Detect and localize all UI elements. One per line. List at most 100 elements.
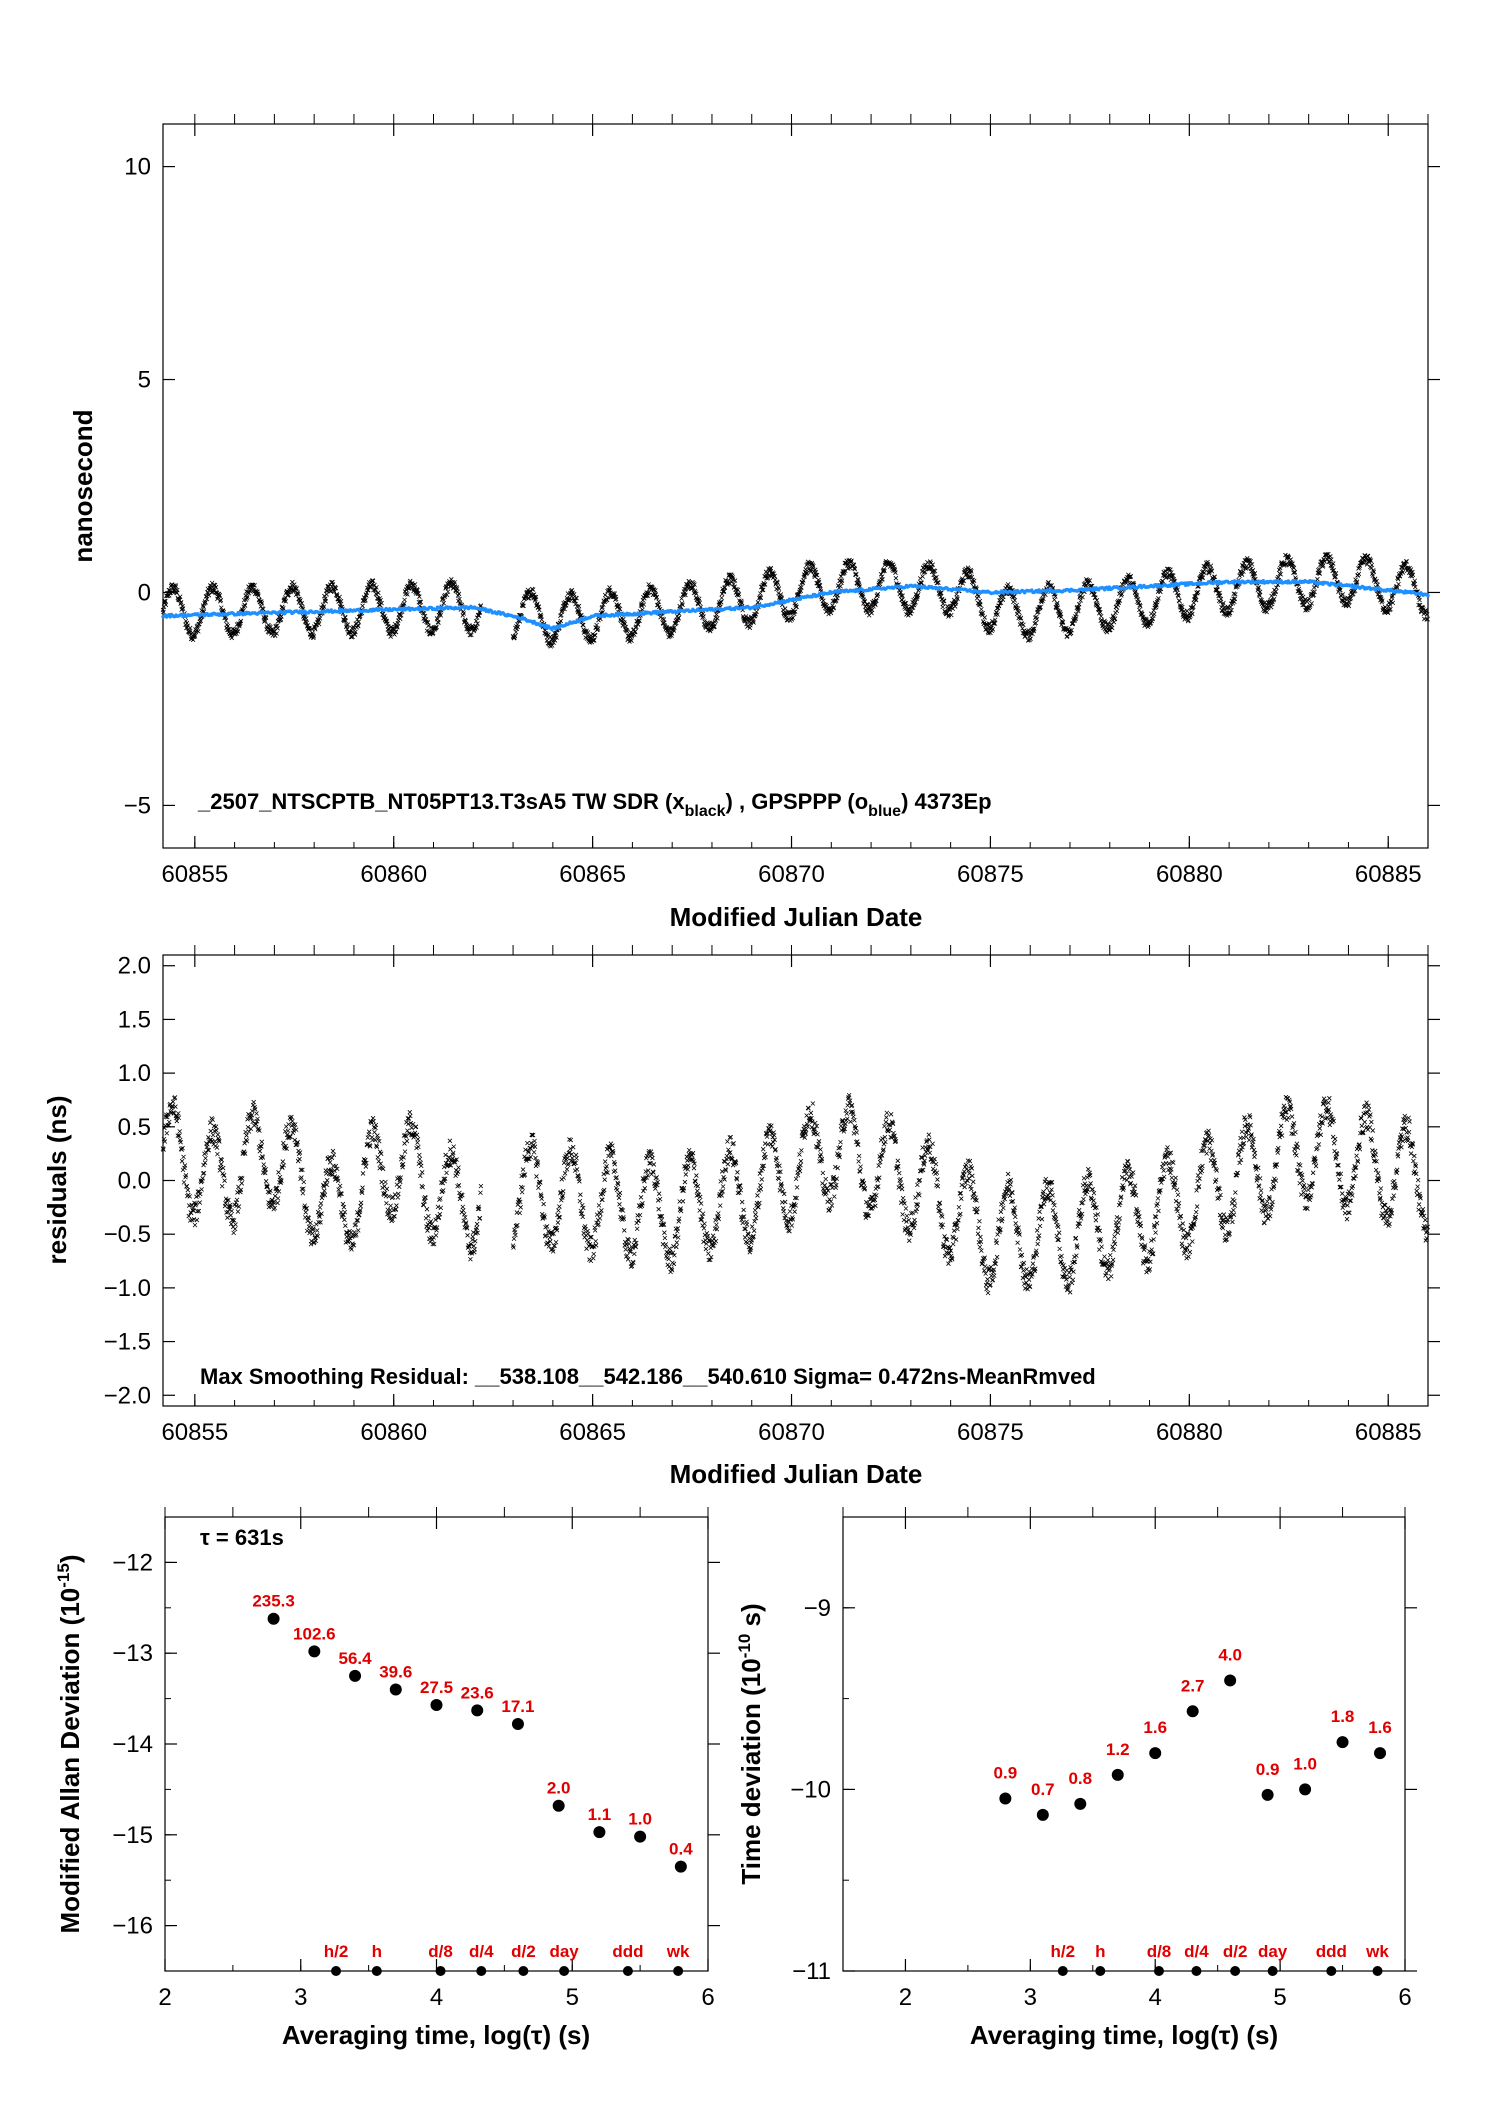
x-tick-label: 60870 (758, 1419, 825, 1446)
x-marker (720, 1184, 726, 1189)
x-marker (593, 1238, 598, 1244)
x-marker (182, 1163, 188, 1168)
x-marker (461, 1212, 467, 1217)
x-marker (875, 591, 881, 597)
x-marker (821, 598, 826, 603)
x-marker (704, 1231, 710, 1236)
x-marker (802, 574, 808, 579)
x-marker (225, 1215, 230, 1220)
x-marker (1353, 577, 1358, 582)
x-marker (365, 1135, 371, 1140)
x-marker (218, 1161, 224, 1167)
x-marker (552, 638, 558, 643)
x-marker (759, 587, 765, 593)
x-marker (928, 564, 934, 570)
x-marker (465, 1233, 470, 1238)
x-marker (478, 1190, 483, 1196)
x-marker (342, 618, 347, 624)
x-marker (1396, 581, 1401, 587)
x-marker (382, 613, 387, 619)
x-marker (839, 578, 845, 583)
x-marker (995, 612, 1000, 617)
x-marker (574, 1155, 579, 1161)
x-marker (595, 627, 600, 632)
x-marker (295, 1158, 301, 1164)
x-marker (312, 625, 318, 630)
x-marker (682, 1179, 688, 1185)
x-marker (337, 594, 342, 600)
x-marker (617, 1202, 622, 1207)
x-marker (617, 1190, 623, 1196)
x-marker (305, 625, 311, 631)
x-marker (228, 1213, 234, 1218)
x-marker (1109, 625, 1115, 631)
x-marker (697, 1194, 703, 1200)
x-marker (349, 1234, 355, 1239)
timeseries-x-axis-label: Modified Julian Date (670, 902, 923, 932)
x-marker (457, 596, 462, 602)
x-marker (515, 624, 521, 630)
x-marker (194, 1217, 200, 1223)
x-marker (961, 578, 966, 584)
x-marker (430, 630, 436, 636)
x-marker (698, 1201, 704, 1206)
y-tick-label: 0.5 (118, 1114, 151, 1141)
x-marker (694, 1173, 699, 1178)
x-marker (746, 615, 751, 621)
x-marker (311, 634, 317, 639)
series-x-points (160, 551, 1430, 649)
x-marker (927, 559, 933, 564)
x-marker (236, 1184, 241, 1190)
x-marker (163, 598, 168, 604)
x-marker (594, 622, 599, 628)
x-marker (616, 602, 622, 608)
y-tick-label: 0 (138, 579, 151, 606)
x-marker (1021, 622, 1026, 628)
x-marker (992, 617, 998, 623)
y-tick-label: 1.0 (118, 1060, 151, 1087)
x-marker (477, 1215, 483, 1221)
x-marker (679, 600, 685, 606)
x-marker (460, 1208, 466, 1213)
x-marker (725, 1139, 730, 1144)
x-marker (256, 593, 261, 598)
x-marker (544, 1224, 550, 1229)
x-marker (323, 599, 329, 604)
x-marker (1177, 598, 1182, 604)
x-marker (577, 1198, 583, 1204)
x-marker (776, 590, 781, 596)
x-marker (378, 1161, 383, 1166)
x-marker (262, 618, 268, 624)
x-marker (447, 1138, 453, 1144)
x-marker (637, 618, 642, 624)
x-marker (562, 1171, 568, 1176)
x-marker (299, 600, 305, 606)
x-marker (375, 1155, 381, 1160)
x-marker (982, 615, 987, 620)
x-marker (298, 598, 303, 603)
x-marker (448, 1147, 453, 1152)
x-marker (276, 1169, 281, 1175)
x-marker (456, 591, 462, 597)
x-marker (229, 635, 235, 641)
x-marker (388, 634, 393, 639)
x-marker (585, 630, 591, 635)
x-marker (161, 609, 166, 615)
x-marker (831, 605, 837, 610)
x-marker (641, 602, 647, 607)
x-marker (285, 1128, 291, 1134)
x-marker (454, 585, 459, 590)
x-marker (792, 609, 798, 614)
x-marker (263, 614, 268, 620)
x-marker (246, 1129, 252, 1134)
x-marker (1356, 571, 1362, 577)
x-marker (426, 623, 431, 629)
x-marker (164, 1130, 170, 1136)
x-marker (838, 583, 843, 589)
x-marker (343, 618, 349, 624)
x-marker (976, 593, 981, 599)
x-marker (931, 572, 936, 578)
x-marker (702, 619, 707, 624)
x-marker (874, 598, 879, 604)
